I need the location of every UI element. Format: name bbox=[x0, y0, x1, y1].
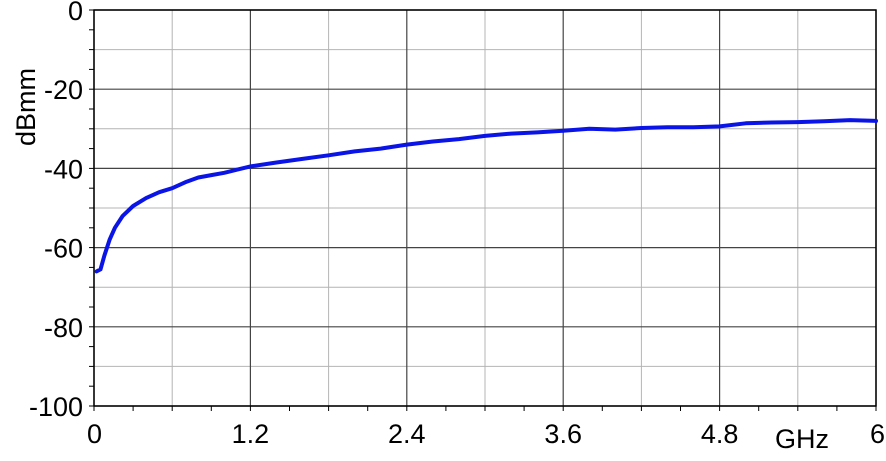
y-tick-label: -40 bbox=[44, 154, 83, 184]
x-axis-label: GHz bbox=[775, 424, 829, 454]
x-tick-label: 6 bbox=[870, 419, 885, 449]
x-tick-label: 2.4 bbox=[388, 419, 426, 449]
y-tick-label: -20 bbox=[44, 75, 83, 105]
y-tick-label: -100 bbox=[29, 392, 83, 422]
y-tick-label: -60 bbox=[44, 234, 83, 264]
y-tick-label: -80 bbox=[44, 313, 83, 343]
series-line-0 bbox=[94, 118, 878, 274]
y-tick-labels: 0 -20 -40 -60 -80 -100 bbox=[29, 0, 83, 422]
axis-ticks bbox=[89, 9, 877, 411]
x-tick-label: 0 bbox=[87, 419, 102, 449]
series-layer bbox=[94, 118, 878, 274]
y-axis-label: dBmm bbox=[11, 68, 41, 146]
x-tick-labels: 0 1.2 2.4 3.6 4.8 6 bbox=[87, 419, 885, 449]
x-tick-label: 3.6 bbox=[544, 419, 582, 449]
y-tick-label: 0 bbox=[68, 0, 83, 26]
x-tick-label: 1.2 bbox=[232, 419, 270, 449]
x-tick-label: 4.8 bbox=[701, 419, 739, 449]
